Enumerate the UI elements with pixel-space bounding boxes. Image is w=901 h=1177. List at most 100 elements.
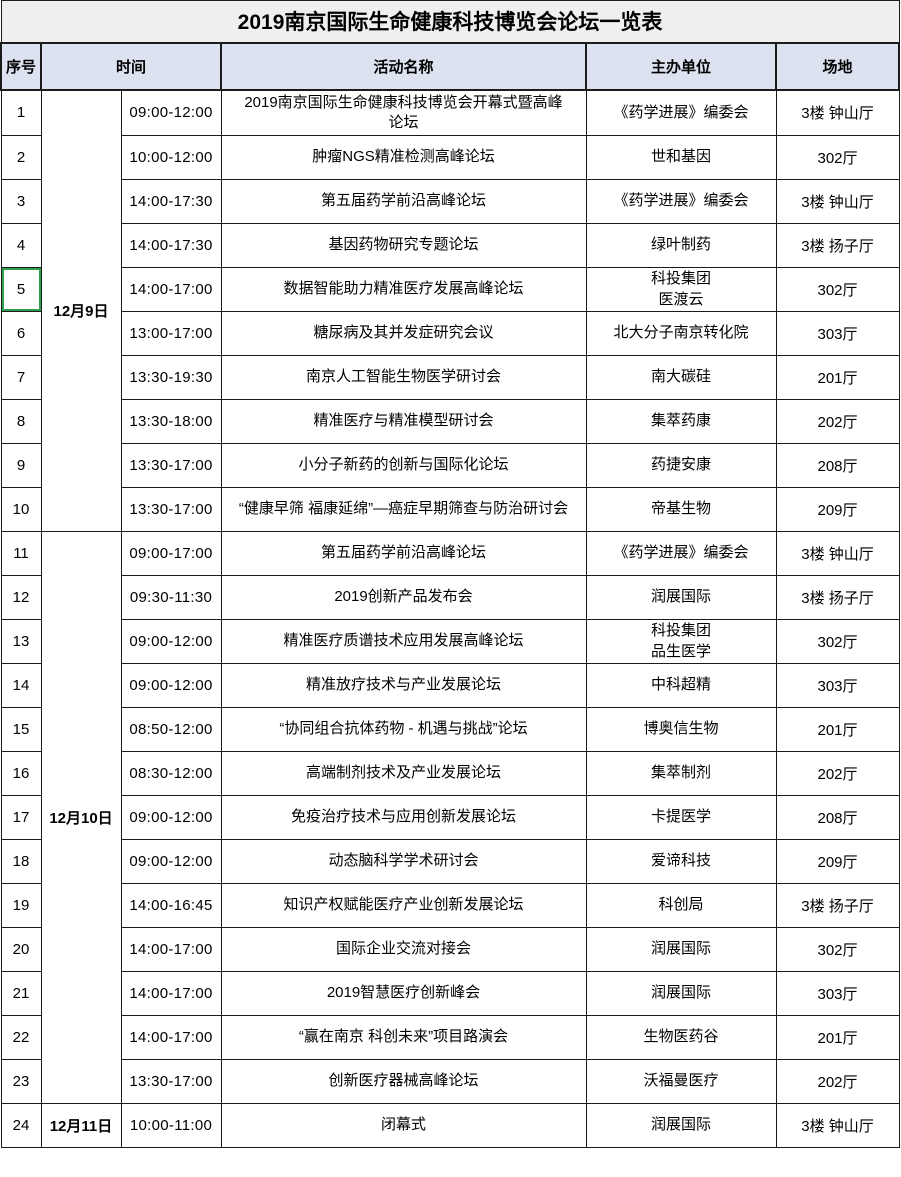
- organizer-cell[interactable]: 科投集团 医渡云: [585, 267, 777, 312]
- time-cell[interactable]: 10:00-12:00: [120, 135, 222, 180]
- time-cell[interactable]: 08:50-12:00: [120, 707, 222, 752]
- time-cell[interactable]: 14:00-17:30: [120, 223, 222, 268]
- venue-cell[interactable]: 3楼 钟山厅: [775, 89, 900, 136]
- organizer-cell[interactable]: 卡提医学: [585, 795, 777, 840]
- organizer-cell[interactable]: 北大分子南京转化院: [585, 311, 777, 356]
- organizer-cell[interactable]: 绿叶制药: [585, 223, 777, 268]
- time-cell[interactable]: 14:00-17:00: [120, 971, 222, 1016]
- activity-name-cell[interactable]: 知识产权赋能医疗产业创新发展论坛: [220, 883, 587, 928]
- organizer-cell[interactable]: 润展国际: [585, 575, 777, 620]
- organizer-cell[interactable]: 集萃制剂: [585, 751, 777, 796]
- organizer-cell[interactable]: 《药学进展》编委会: [585, 179, 777, 224]
- row-number-cell[interactable]: 12: [0, 575, 42, 620]
- row-number-cell[interactable]: 9: [0, 443, 42, 488]
- organizer-cell[interactable]: 帝基生物: [585, 487, 777, 532]
- activity-name-cell[interactable]: 2019智慧医疗创新峰会: [220, 971, 587, 1016]
- row-number-cell[interactable]: 4: [0, 223, 42, 268]
- row-number-cell[interactable]: 8: [0, 399, 42, 444]
- row-number-cell[interactable]: 24: [0, 1103, 42, 1148]
- organizer-cell[interactable]: 润展国际: [585, 971, 777, 1016]
- organizer-cell[interactable]: 润展国际: [585, 927, 777, 972]
- row-number-cell[interactable]: 6: [0, 311, 42, 356]
- time-cell[interactable]: 13:30-17:00: [120, 1059, 222, 1104]
- venue-cell[interactable]: 303厅: [775, 663, 900, 708]
- venue-cell[interactable]: 202厅: [775, 751, 900, 796]
- activity-name-cell[interactable]: 精准医疗质谱技术应用发展高峰论坛: [220, 619, 587, 664]
- venue-cell[interactable]: 3楼 扬子厅: [775, 883, 900, 928]
- organizer-cell[interactable]: 《药学进展》编委会: [585, 89, 777, 136]
- activity-name-cell[interactable]: 数据智能助力精准医疗发展高峰论坛: [220, 267, 587, 312]
- venue-cell[interactable]: 209厅: [775, 839, 900, 884]
- activity-name-cell[interactable]: 免疫治疗技术与应用创新发展论坛: [220, 795, 587, 840]
- row-number-cell[interactable]: 18: [0, 839, 42, 884]
- venue-cell[interactable]: 3楼 扬子厅: [775, 223, 900, 268]
- venue-cell[interactable]: 302厅: [775, 927, 900, 972]
- time-cell[interactable]: 14:00-17:30: [120, 179, 222, 224]
- activity-name-cell[interactable]: 高端制剂技术及产业发展论坛: [220, 751, 587, 796]
- time-cell[interactable]: 09:00-12:00: [120, 663, 222, 708]
- organizer-cell[interactable]: 沃福曼医疗: [585, 1059, 777, 1104]
- venue-cell[interactable]: 302厅: [775, 135, 900, 180]
- time-cell[interactable]: 13:30-19:30: [120, 355, 222, 400]
- time-cell[interactable]: 09:00-12:00: [120, 795, 222, 840]
- time-cell[interactable]: 14:00-17:00: [120, 1015, 222, 1060]
- row-number-cell[interactable]: 22: [0, 1015, 42, 1060]
- time-cell[interactable]: 13:00-17:00: [120, 311, 222, 356]
- venue-cell[interactable]: 202厅: [775, 399, 900, 444]
- venue-cell[interactable]: 209厅: [775, 487, 900, 532]
- time-cell[interactable]: 13:30-17:00: [120, 487, 222, 532]
- time-cell[interactable]: 09:00-12:00: [120, 619, 222, 664]
- row-number-cell[interactable]: 15: [0, 707, 42, 752]
- time-cell[interactable]: 14:00-16:45: [120, 883, 222, 928]
- venue-cell[interactable]: 202厅: [775, 1059, 900, 1104]
- date-cell[interactable]: 12月9日: [40, 89, 122, 532]
- time-cell[interactable]: 14:00-17:00: [120, 927, 222, 972]
- row-number-cell[interactable]: 3: [0, 179, 42, 224]
- venue-cell[interactable]: 208厅: [775, 443, 900, 488]
- venue-cell[interactable]: 303厅: [775, 311, 900, 356]
- activity-name-cell[interactable]: 第五届药学前沿高峰论坛: [220, 531, 587, 576]
- row-number-cell[interactable]: 20: [0, 927, 42, 972]
- venue-cell[interactable]: 3楼 钟山厅: [775, 179, 900, 224]
- venue-cell[interactable]: 302厅: [775, 619, 900, 664]
- organizer-cell[interactable]: 中科超精: [585, 663, 777, 708]
- activity-name-cell[interactable]: 糖尿病及其并发症研究会议: [220, 311, 587, 356]
- row-number-cell-selected[interactable]: 5: [0, 267, 42, 312]
- row-number-cell[interactable]: 16: [0, 751, 42, 796]
- row-number-cell[interactable]: 2: [0, 135, 42, 180]
- date-cell[interactable]: 12月10日: [40, 531, 122, 1104]
- venue-cell[interactable]: 302厅: [775, 267, 900, 312]
- organizer-cell[interactable]: 科创局: [585, 883, 777, 928]
- row-number-cell[interactable]: 1: [0, 89, 42, 136]
- activity-name-cell[interactable]: 动态脑科学学术研讨会: [220, 839, 587, 884]
- activity-name-cell[interactable]: 精准放疗技术与产业发展论坛: [220, 663, 587, 708]
- activity-name-cell[interactable]: 国际企业交流对接会: [220, 927, 587, 972]
- organizer-cell[interactable]: 爱谛科技: [585, 839, 777, 884]
- activity-name-cell[interactable]: “健康早筛 福康延绵”—癌症早期筛查与防治研讨会: [220, 487, 587, 532]
- organizer-cell[interactable]: 生物医药谷: [585, 1015, 777, 1060]
- venue-cell[interactable]: 3楼 钟山厅: [775, 531, 900, 576]
- venue-cell[interactable]: 3楼 扬子厅: [775, 575, 900, 620]
- activity-name-cell[interactable]: 第五届药学前沿高峰论坛: [220, 179, 587, 224]
- time-cell[interactable]: 14:00-17:00: [120, 267, 222, 312]
- time-cell[interactable]: 13:30-18:00: [120, 399, 222, 444]
- row-number-cell[interactable]: 14: [0, 663, 42, 708]
- row-number-cell[interactable]: 10: [0, 487, 42, 532]
- venue-cell[interactable]: 201厅: [775, 355, 900, 400]
- venue-cell[interactable]: 201厅: [775, 707, 900, 752]
- organizer-cell[interactable]: 南大碳硅: [585, 355, 777, 400]
- time-cell[interactable]: 10:00-11:00: [120, 1103, 222, 1148]
- organizer-cell[interactable]: 润展国际: [585, 1103, 777, 1148]
- activity-name-cell[interactable]: 2019南京国际生命健康科技博览会开幕式暨高峰论坛: [220, 89, 587, 136]
- date-cell[interactable]: 12月11日: [40, 1103, 122, 1148]
- time-cell[interactable]: 09:00-17:00: [120, 531, 222, 576]
- time-cell[interactable]: 08:30-12:00: [120, 751, 222, 796]
- activity-name-cell[interactable]: 小分子新药的创新与国际化论坛: [220, 443, 587, 488]
- organizer-cell[interactable]: 集萃药康: [585, 399, 777, 444]
- row-number-cell[interactable]: 13: [0, 619, 42, 664]
- organizer-cell[interactable]: 博奥信生物: [585, 707, 777, 752]
- time-cell[interactable]: 09:00-12:00: [120, 89, 222, 136]
- organizer-cell[interactable]: 世和基因: [585, 135, 777, 180]
- row-number-cell[interactable]: 7: [0, 355, 42, 400]
- activity-name-cell[interactable]: 基因药物研究专题论坛: [220, 223, 587, 268]
